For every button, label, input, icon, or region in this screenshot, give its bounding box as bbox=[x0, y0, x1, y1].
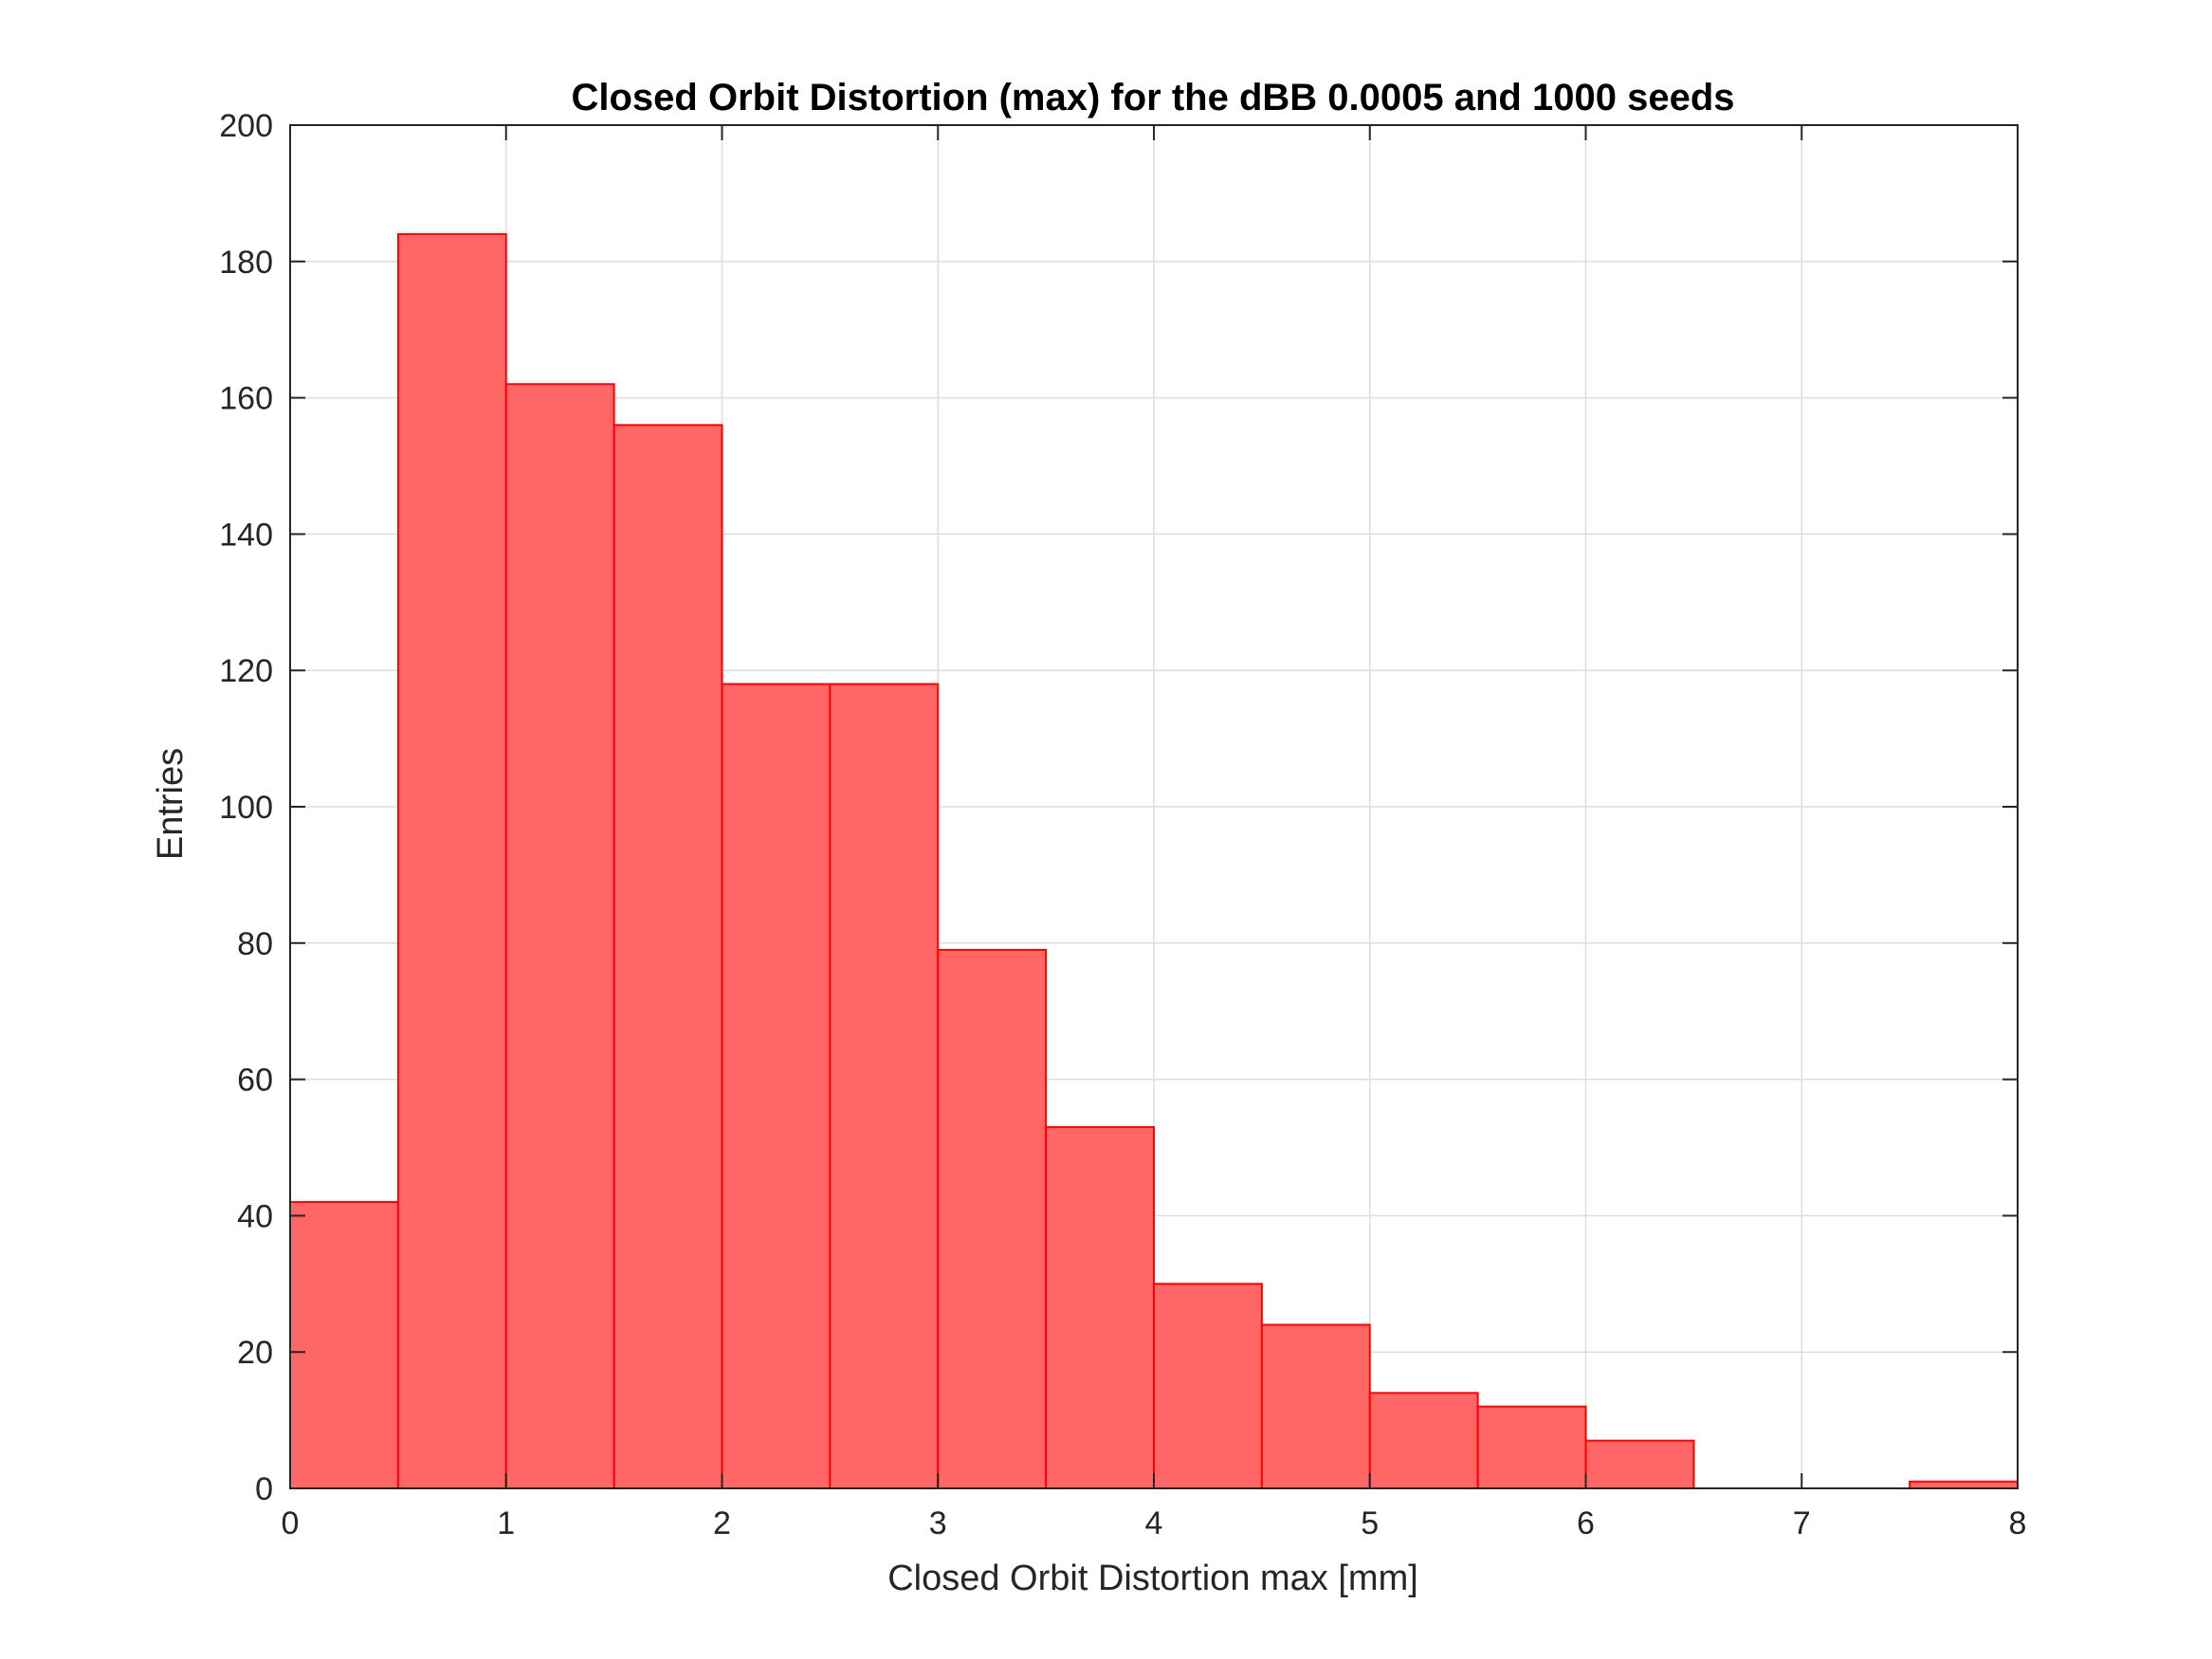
y-tick-label: 20 bbox=[237, 1335, 273, 1371]
x-tick-label: 4 bbox=[1145, 1505, 1163, 1541]
x-tick-label: 0 bbox=[282, 1505, 300, 1541]
y-tick-label: 180 bbox=[219, 245, 273, 281]
x-tick-label: 3 bbox=[929, 1505, 947, 1541]
x-tick-label: 1 bbox=[497, 1505, 515, 1541]
histogram-bar bbox=[1909, 1480, 2019, 1490]
y-tick-label: 0 bbox=[255, 1471, 273, 1507]
x-axis-label: Closed Orbit Distortion max [mm] bbox=[887, 1559, 1418, 1598]
histogram-bars bbox=[289, 233, 2019, 1490]
histogram-bar bbox=[1584, 1439, 1695, 1490]
x-tick-label: 7 bbox=[1793, 1505, 1811, 1541]
histogram-bar bbox=[504, 383, 615, 1490]
chart-title: Closed Orbit Distortion (max) for the dB… bbox=[572, 77, 1735, 118]
histogram-bar bbox=[829, 683, 940, 1489]
histogram-bar bbox=[396, 233, 507, 1489]
histogram-bar bbox=[937, 948, 1048, 1489]
x-tick-label: 5 bbox=[1361, 1505, 1379, 1541]
y-tick-labels: 0 20 40 60 80 100 120 140 160 180 200 bbox=[219, 108, 273, 1507]
histogram-bar bbox=[1153, 1283, 1263, 1490]
histogram-bar bbox=[721, 683, 832, 1489]
y-tick-label: 200 bbox=[219, 108, 273, 144]
x-tick-label: 6 bbox=[1577, 1505, 1595, 1541]
histogram-bar bbox=[1476, 1405, 1587, 1489]
y-tick-label: 120 bbox=[219, 653, 273, 689]
y-tick-label: 140 bbox=[219, 517, 273, 553]
y-tick-label: 40 bbox=[237, 1198, 273, 1234]
x-tick-label: 2 bbox=[713, 1505, 731, 1541]
y-tick-label: 100 bbox=[219, 790, 273, 826]
x-tick-labels: 0 1 2 3 4 5 6 7 8 bbox=[282, 1505, 2027, 1541]
y-axis-label: Entries bbox=[151, 748, 191, 860]
plot-axes bbox=[289, 124, 2019, 1489]
histogram-bar bbox=[612, 424, 723, 1489]
histogram-bar bbox=[1045, 1125, 1155, 1490]
y-tick-label: 60 bbox=[237, 1063, 273, 1099]
histogram-bar bbox=[289, 1201, 399, 1490]
y-tick-label: 160 bbox=[219, 381, 273, 417]
y-tick-label: 80 bbox=[237, 926, 273, 962]
histogram-bar bbox=[1368, 1392, 1479, 1489]
x-tick-label: 8 bbox=[2009, 1505, 2027, 1541]
histogram-bar bbox=[1260, 1323, 1371, 1489]
